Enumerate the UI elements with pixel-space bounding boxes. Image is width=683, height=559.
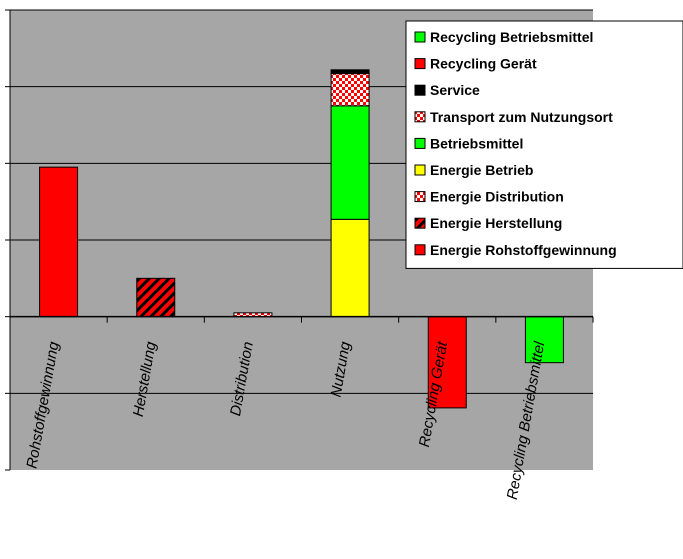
bar-herstellung-energie-herstellung: [136, 277, 176, 318]
legend-swatch-energie-distribution: [414, 191, 426, 203]
bar-nutzung-energie-betrieb: [330, 218, 370, 318]
legend-swatch-service: [414, 84, 426, 96]
bar-nutzung-transport-zum-nutzungsort: [330, 73, 370, 107]
bar-nutzung-service: [330, 69, 370, 75]
legend-label-energie-rohstoffgewinnung: Energie Rohstoffgewinnung: [430, 242, 617, 258]
legend-swatch-energie-rohstoffgewinnung: [414, 244, 426, 256]
legend-label-recycling-geraet: Recycling Gerät: [430, 56, 537, 72]
legend-label-betriebsmittel: Betriebsmittel: [430, 135, 523, 151]
legend-label-service: Service: [430, 82, 480, 98]
legend-label-recycling-betriebsmittel: Recycling Betriebsmittel: [430, 29, 593, 45]
legend-box: [405, 20, 683, 269]
legend-swatch-betriebsmittel: [414, 137, 426, 149]
legend-label-energie-herstellung: Energie Herstellung: [430, 215, 562, 231]
bars-group: [39, 69, 564, 409]
legend-label-transport-zum-nutzungsort: Transport zum Nutzungsort: [430, 109, 613, 125]
legend-label-energie-betrieb: Energie Betrieb: [430, 162, 533, 178]
legend-swatch-recycling-geraet: [414, 58, 426, 70]
bar-recycling-betriebsmittel-recycling-betriebsmittel: [524, 316, 564, 364]
bar-nutzung-betriebsmittel: [330, 105, 370, 220]
bar-rohstoffgewinnung-energie-rohstoffgewinnung: [39, 166, 79, 318]
axes: [5, 9, 594, 471]
legend-swatch-transport-zum-nutzungsort: [414, 111, 426, 123]
legend-swatch-energie-betrieb: [414, 164, 426, 176]
legend: Recycling Betriebsmittel Recycling Gerät S…: [405, 20, 683, 269]
legend-swatch-energie-herstellung: [414, 217, 426, 229]
legend-label-energie-distribution: Energie Distribution: [430, 189, 564, 205]
legend-swatch-recycling-betriebsmittel: [414, 31, 426, 43]
